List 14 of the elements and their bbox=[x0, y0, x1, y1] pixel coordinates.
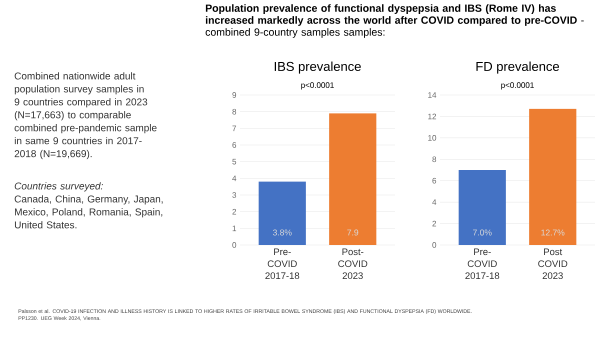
text: Combined nationwide adult population survey samples in 9 countries compared in 2023 (N=17,663) to comparable combined pre-pandemic sample in same 9 countries in 2017-2018 (N=19,669). bbox=[14, 72, 157, 160]
x-tick-label: Pre-COVID 2017-18 bbox=[265, 248, 300, 280]
x-tick-label: Post-COVID 2023 bbox=[338, 248, 368, 280]
data-label: 3.8% bbox=[272, 229, 292, 236]
chart-title: IBS prevalence bbox=[274, 62, 361, 74]
data-label: 7.0% bbox=[473, 229, 492, 236]
x-tick-label: Pre-COVID 2017-18 bbox=[465, 248, 500, 280]
chart-title: FD prevalence bbox=[476, 62, 560, 74]
chart-title: Population prevalence of functional dyspepsia and IBS (Rome IV) has increased markedly across the world after COVID compared to pre-COVID - combined 9-country samples samples: bbox=[206, 4, 584, 38]
text: Canada, China, Germany, Japan, Mexico, Poland, Romania, Spain, United States. bbox=[14, 195, 163, 228]
data-label: 12.7% bbox=[541, 230, 564, 236]
text: Countries surveyed: bbox=[14, 182, 103, 192]
data-label: 7.9 bbox=[347, 229, 358, 236]
x-tick-label: Post COVID 2023 bbox=[538, 248, 568, 280]
